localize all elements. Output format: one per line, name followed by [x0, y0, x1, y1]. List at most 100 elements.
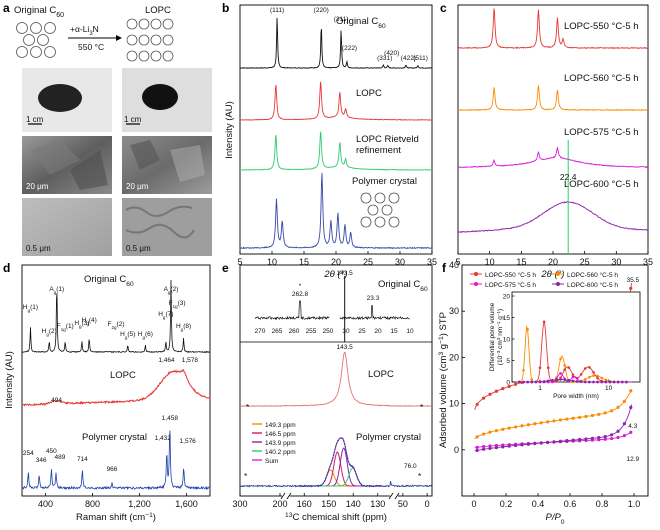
y-tick-label-f: 0: [454, 445, 459, 455]
inset-psd-point: [559, 378, 562, 381]
spinning-sideband-e-poly-right: *: [418, 471, 422, 481]
axes-frame-f: [461, 264, 649, 497]
inset-tick-e: 270: [255, 328, 266, 335]
axes-frame-d: [21, 264, 211, 497]
x-tick-label-b: 35: [427, 257, 437, 267]
axes-frame-e: [239, 264, 433, 497]
x-tick-label-b: 5: [237, 257, 242, 267]
inset-x-tick-label-f: 1: [538, 385, 542, 392]
legend-label-e: 146.5 ppm: [265, 431, 296, 438]
series-line-b-1: [239, 17, 433, 69]
fit-sum-line: [299, 437, 383, 487]
inset-psd-point: [559, 372, 562, 375]
isotherm-point: [584, 437, 588, 441]
inset-x-axis-label-f: Pore width (nm): [553, 393, 599, 400]
series-line-b-2: [239, 81, 433, 121]
series-label-e-original-c60: Original C60: [378, 279, 428, 293]
series-label-b-original-c60: Original C60: [336, 16, 386, 30]
isotherm-point: [552, 440, 556, 444]
panel-label-a: a: [3, 1, 10, 15]
raman-mode-label: Hg(6): [138, 331, 153, 340]
polymer-molecule: [360, 192, 372, 204]
isotherm-point: [558, 439, 563, 443]
raman-mode-label: Hg(8): [176, 323, 191, 332]
series-line-d-original-c60: [21, 279, 211, 354]
spinning-sideband-e-poly-left: *: [244, 471, 248, 481]
isotherm-point: [590, 436, 595, 440]
isotherm-point: [558, 418, 563, 422]
series-line-c-2: [458, 85, 649, 112]
panel-d: d 400 800 1,200 1,600 Raman shift (cm−1) Inten…: [3, 261, 211, 523]
series-label-d-original-c60: Original C60: [84, 274, 134, 288]
series-line-c-1: [457, 8, 649, 49]
inset-psd-point: [600, 380, 604, 384]
inset-psd-point: [583, 367, 587, 370]
series-label-b-rietveld-2: refinement: [356, 145, 401, 156]
y-tick-label-f: 30: [449, 306, 459, 316]
x-tick-label-c: 15: [516, 257, 526, 267]
hkl-annotation: (220): [314, 7, 329, 14]
isotherm-end-value: 4.3: [628, 423, 637, 430]
isotherm-point: [539, 421, 543, 425]
legend-label-f: LOPC-600 °C-5 h: [567, 281, 618, 289]
inset-psd-point: [616, 380, 620, 384]
isotherm-point: [494, 445, 498, 450]
isotherm-point: [533, 422, 537, 426]
x-tick-label-e: 200: [272, 499, 287, 509]
isotherm-point: [622, 399, 627, 404]
reaction-temperature: 550 °C: [78, 42, 104, 52]
inset-tick-e: 10: [406, 328, 414, 335]
inset-psd-point: [579, 380, 583, 384]
scale-photo-left: 1 cm: [26, 115, 44, 124]
isotherm-end-value: 12.9: [626, 456, 639, 463]
raman-peak-value: 966: [107, 466, 118, 473]
c60-powder-pile: [38, 84, 82, 112]
raman-peak-value: 1,432: [155, 435, 172, 442]
inset-psd-point: [588, 375, 591, 379]
x-tick-label-b: 15: [299, 257, 309, 267]
polymer-molecule: [381, 204, 393, 216]
isotherm-point: [501, 427, 505, 431]
scale-photo-right: 1 cm: [124, 115, 142, 124]
hkl-annotation: (311): [334, 16, 349, 23]
panel-label-d: d: [3, 261, 10, 275]
polymer-molecule: [388, 192, 400, 204]
hkl-annotation: (422): [401, 55, 416, 62]
inset-psd-point: [526, 328, 529, 331]
isotherm-point: [475, 402, 479, 406]
polymer-molecule: [374, 192, 386, 204]
series-line-e-polymer: [239, 436, 433, 488]
x-tick-label-f: 0.6: [564, 499, 577, 509]
inset-psd-point: [542, 380, 546, 383]
x-tick-label-b: 30: [395, 257, 405, 267]
legend-label-f: LOPC-575 °C-5 h: [485, 281, 536, 289]
inset-tick-e: 30: [342, 328, 350, 335]
legend-label-e: 140.2 ppm: [265, 449, 296, 456]
inset-peak-label-e: 262.8: [292, 291, 309, 298]
isotherm-point: [610, 433, 614, 437]
isotherm-point: [482, 432, 486, 436]
raman-peak-value: 254: [23, 450, 34, 457]
inset-psd-point: [571, 379, 575, 383]
inset-y-tick-label-f: 5: [506, 358, 510, 365]
peak-label-e-lopc: 143.5: [337, 344, 354, 351]
series-line-d-lopc: [21, 369, 211, 407]
inset-tick-e: 250: [323, 328, 334, 335]
x-tick-label-e: 150: [321, 499, 336, 509]
inset-x-tick-label-f: 10: [605, 385, 613, 392]
reaction-reagent: +α-Li3N: [70, 24, 99, 37]
inset-tick-e: 20: [374, 328, 382, 335]
isotherm-point: [546, 420, 550, 424]
inset-psd-point: [542, 320, 546, 324]
raman-mode-label: Hg(3): [74, 320, 89, 329]
series-label-c-2: LOPC-560 °C-5 h: [564, 73, 639, 84]
x-tick-label-b: 25: [363, 257, 373, 267]
isotherm-point: [629, 286, 633, 290]
inset-y-axis-label-f-2: (10−3 cm3 nm−1 g−1): [496, 309, 505, 365]
legend-marker-f: [474, 272, 478, 276]
inset-tick-e: 15: [390, 328, 398, 335]
isotherm-point: [507, 444, 511, 448]
isotherm-point: [629, 405, 633, 410]
x-tick-label-e: 140: [346, 499, 361, 509]
x-tick-label-f: 1.0: [628, 499, 641, 509]
